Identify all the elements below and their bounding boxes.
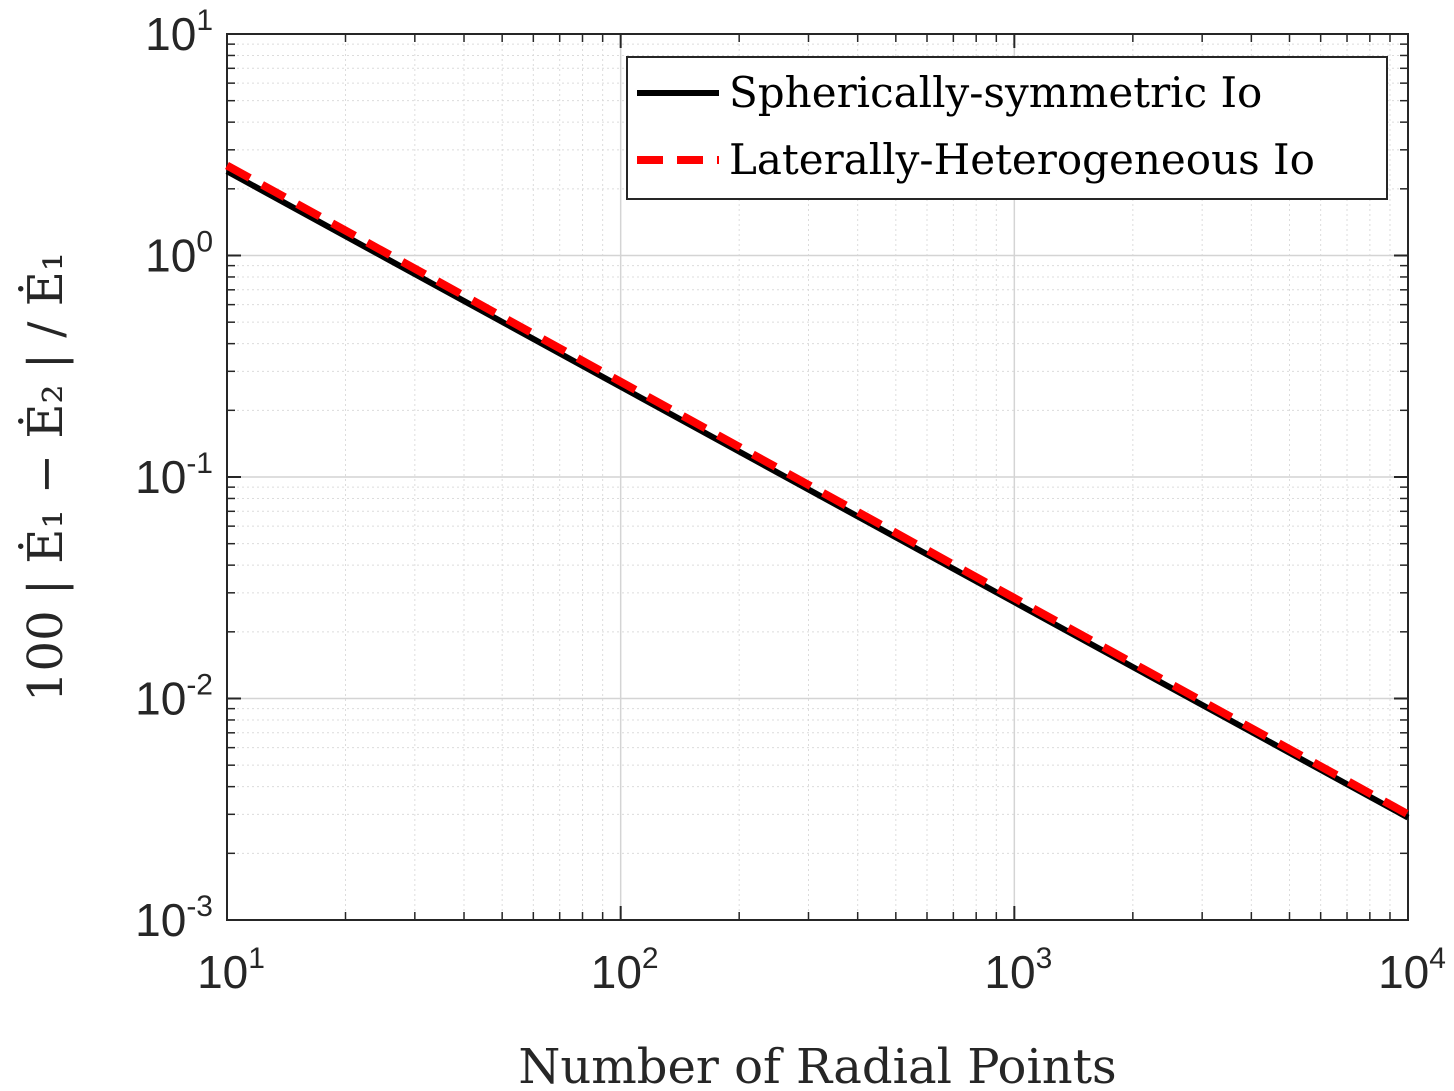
series-line-1 — [225, 161, 1410, 818]
legend-box — [626, 56, 1388, 200]
series-layer — [225, 161, 1410, 821]
legend: Spherically-symmetric Io Laterally-Heter… — [626, 56, 1388, 200]
y-tick-label-1: 10-2 — [135, 669, 213, 725]
y-axis-title: 100 | Ė₁ − Ė₂ | / Ė₁ — [17, 252, 74, 702]
x-tick-label-2: 103 — [984, 942, 1052, 998]
x-tick-label-0: 101 — [197, 942, 265, 998]
x-tick-label-3: 104 — [1378, 942, 1446, 998]
y-tick-label-4: 101 — [145, 4, 213, 60]
axis-ticks — [226, 33, 1409, 921]
tick-labels: 101 102 103 104 10-3 10-2 10-1 100 101 — [135, 4, 1446, 998]
x-tick-label-1: 102 — [591, 942, 659, 998]
legend-label-spherically-symmetric: Spherically-symmetric Io — [729, 68, 1262, 117]
legend-label-laterally-heterogeneous: Laterally-Heterogeneous Io — [729, 135, 1315, 184]
x-axis-title: Number of Radial Points — [518, 1039, 1116, 1091]
y-tick-label-3: 100 — [145, 226, 213, 282]
y-tick-label-0: 10-3 — [135, 890, 213, 946]
y-tick-label-2: 10-1 — [135, 447, 213, 503]
